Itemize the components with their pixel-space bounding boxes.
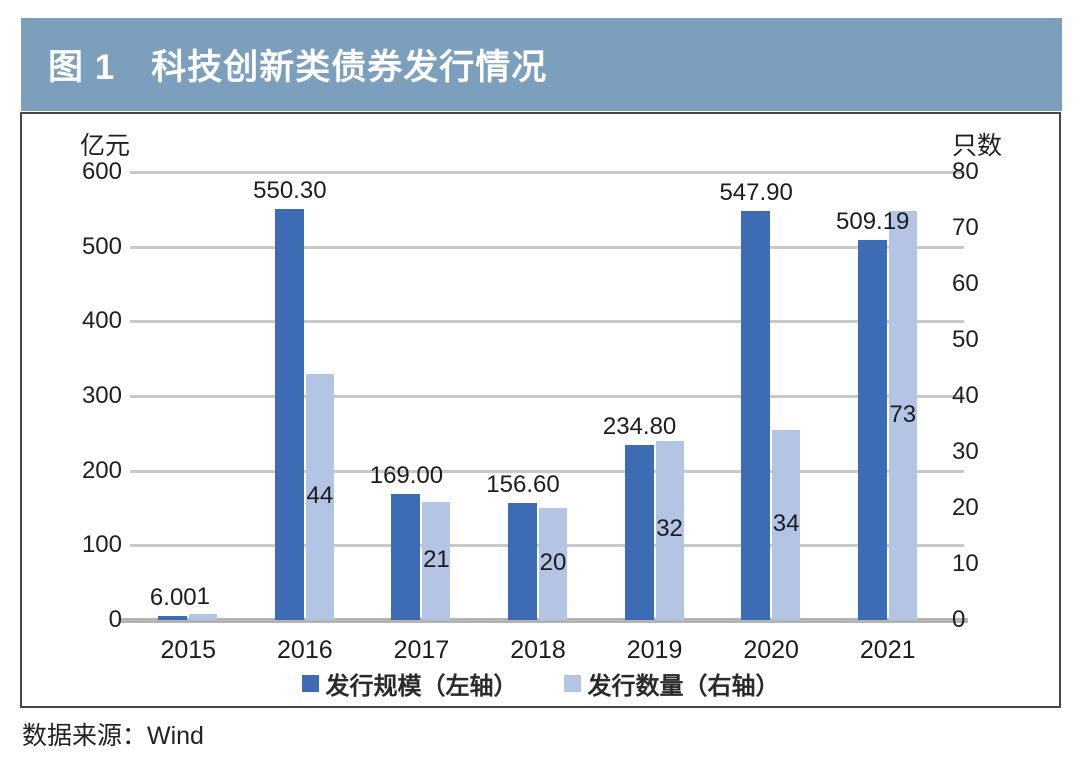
scale-value-label-2018: 156.60 — [486, 471, 560, 499]
x-tick-2018: 2018 — [510, 636, 566, 664]
left-axis-title: 亿元 — [79, 132, 130, 160]
legend: 发行规模（左轴） 发行数量（右轴） — [22, 666, 1059, 701]
right-axis-tick: 40 — [952, 382, 979, 409]
right-axis-tick: 70 — [952, 214, 979, 241]
right-axis-title: 只数 — [952, 132, 1003, 160]
issuance-scale-bar-2018 — [508, 503, 537, 620]
count-value-label-2016: 44 — [306, 481, 334, 509]
count-value-label-2021: 73 — [889, 400, 917, 428]
scale-value-label-2015: 6.00 — [149, 583, 197, 611]
legend-item-count: 发行数量（右轴） — [563, 666, 780, 701]
count-value-label-2018: 20 — [539, 549, 567, 576]
x-tick-2019: 2019 — [626, 636, 683, 664]
legend-label: 发行规模（左轴） — [325, 673, 518, 700]
gridline — [130, 171, 964, 174]
x-axis-line — [120, 618, 968, 623]
right-axis-tick: 80 — [952, 158, 979, 185]
issuance-scale-bar-2021 — [857, 239, 887, 620]
right-axis-tick: 60 — [952, 270, 979, 297]
legend-label: 发行数量（右轴） — [587, 673, 780, 700]
data-source-note: 数据来源：Wind — [22, 722, 204, 750]
issuance-count-bar-2021 — [888, 211, 917, 620]
figure-number-label: 图 1 — [48, 48, 116, 87]
legend-swatch-icon — [301, 675, 319, 692]
issuance-count-bar-2019 — [655, 440, 684, 620]
gridline — [130, 245, 964, 249]
issuance-count-bar-2018 — [539, 508, 567, 620]
figure-title: 科技创新类债券发行情况 — [151, 48, 548, 87]
figure-title-bar: 图 1 科技创新类债券发行情况 — [21, 18, 1062, 111]
right-axis-tick: 20 — [952, 494, 979, 521]
issuance-scale-bar-2016 — [274, 209, 304, 620]
right-axis-tick: 50 — [952, 326, 979, 353]
right-axis-tick: 0 — [952, 606, 966, 633]
gridline — [130, 395, 964, 398]
chart-area: 亿元 只数 0 100 200 300 400 500 600 0 10 20 30 40 50 60 70… — [20, 112, 1061, 708]
issuance-scale-bar-2019 — [624, 444, 654, 620]
legend-swatch-icon — [563, 675, 581, 692]
left-axis-tick: 600 — [81, 158, 122, 185]
x-tick-2020: 2020 — [743, 636, 799, 664]
left-axis-tick: 0 — [108, 606, 122, 633]
scale-value-label-2021: 509.19 — [836, 207, 910, 235]
issuance-count-bar-2016 — [305, 373, 334, 620]
left-axis-tick: 400 — [81, 307, 122, 335]
issuance-count-bar-2020 — [772, 429, 801, 620]
count-value-label-2020: 34 — [772, 509, 800, 537]
x-tick-2021: 2021 — [859, 636, 916, 664]
gridline — [130, 469, 964, 473]
scale-value-label-2020: 547.90 — [719, 178, 793, 206]
legend-item-scale: 发行规模（左轴） — [301, 666, 518, 701]
count-value-label-2015: 1 — [196, 583, 210, 611]
issuance-count-bar-2017 — [422, 502, 451, 620]
gridline — [130, 320, 964, 324]
issuance-count-bar-2015 — [189, 614, 218, 620]
left-axis-tick: 300 — [81, 382, 122, 409]
scale-value-label-2016: 550.30 — [253, 177, 327, 205]
scale-value-label-2019: 234.80 — [602, 412, 677, 440]
x-tick-2017: 2017 — [393, 636, 450, 664]
x-tick-2016: 2016 — [277, 636, 333, 664]
count-value-label-2017: 21 — [423, 546, 450, 574]
issuance-scale-bar-2015 — [158, 615, 188, 620]
right-axis-tick: 30 — [952, 438, 979, 465]
left-axis-tick: 100 — [81, 531, 122, 559]
issuance-scale-bar-2017 — [391, 493, 421, 620]
left-axis-tick: 200 — [81, 456, 122, 484]
count-value-label-2019: 32 — [656, 515, 683, 543]
x-tick-2015: 2015 — [160, 636, 217, 664]
issuance-scale-bar-2020 — [741, 210, 771, 620]
left-axis-tick: 500 — [81, 232, 122, 260]
scale-value-label-2017: 169.00 — [369, 461, 444, 489]
right-axis-tick: 10 — [952, 550, 979, 577]
